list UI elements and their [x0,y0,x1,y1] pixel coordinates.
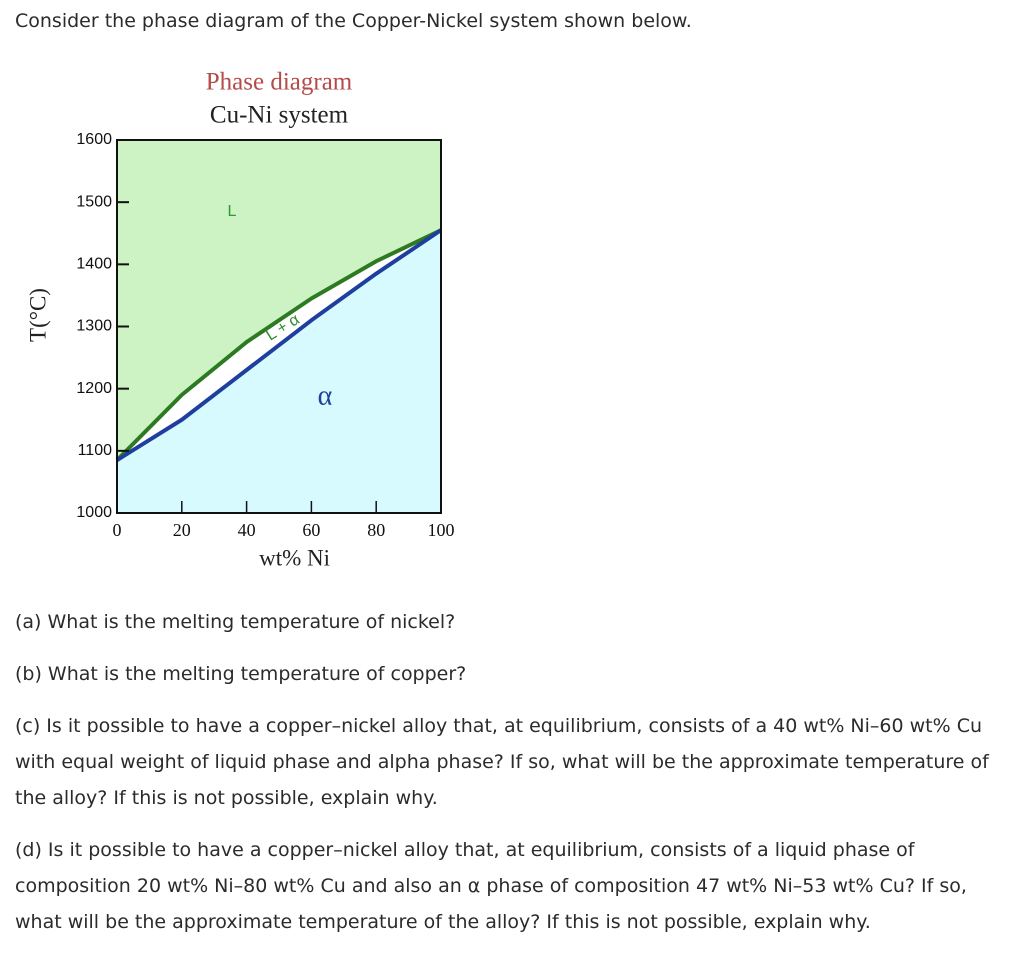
chart-title: Phase diagram [206,69,353,96]
intro-text: Consider the phase diagram of the Copper… [15,10,692,32]
question: (a) What is the melting temperature of n… [15,611,456,633]
question: (c) Is it possible to have a copper–nick… [15,715,989,809]
phase-boundary [115,228,443,462]
x-tick-label: 60 [302,520,320,540]
y-axis-label: T(°C) [25,288,50,342]
chart-subtitle: Cu-Ni system [210,102,349,129]
y-tick-label: 1600 [76,131,112,148]
region-label: α [318,380,333,411]
x-tick-label: 100 [428,520,455,540]
region-label: L [228,203,237,220]
x-axis-label: wt% Ni [259,545,330,570]
y-tick-label: 1000 [76,504,112,521]
x-tick-label: 80 [367,520,385,540]
phase-diagram: Phase diagram Cu-Ni system wt% Ni T(°C) … [25,69,455,571]
x-tick-label: 0 [113,520,122,540]
y-tick-label: 1400 [76,256,112,273]
phase-region [117,230,441,513]
phase-boundary [115,228,442,462]
question: (d) Is it possible to have a copper–nick… [15,839,967,933]
x-tick-label: 40 [238,520,256,540]
question: (b) What is the melting temperature of c… [15,663,467,685]
y-tick-label: 1100 [78,442,113,459]
questions: (a) What is the melting temperature of n… [15,604,1005,956]
y-tick-label: 1200 [76,380,112,397]
y-tick-label: 1500 [76,193,112,210]
x-tick-label: 20 [173,520,191,540]
y-tick-label: 1300 [76,318,112,335]
